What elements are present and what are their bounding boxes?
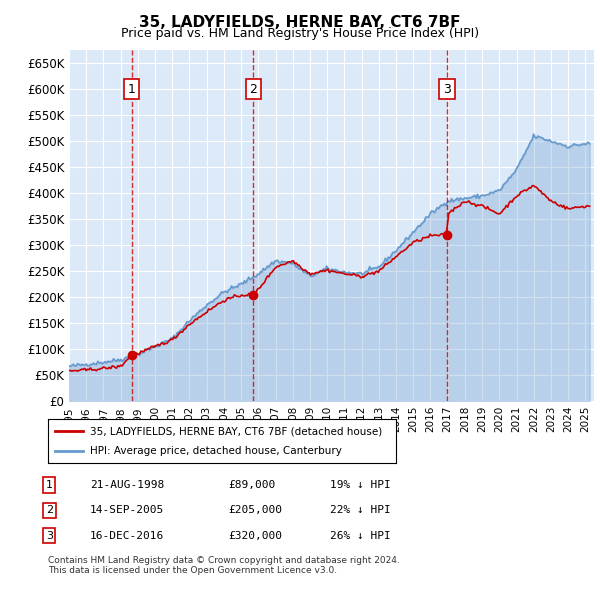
Text: 16-DEC-2016: 16-DEC-2016 (90, 531, 164, 540)
Text: 19% ↓ HPI: 19% ↓ HPI (330, 480, 391, 490)
Text: 1: 1 (46, 480, 53, 490)
Text: £89,000: £89,000 (228, 480, 275, 490)
Text: 2: 2 (46, 506, 53, 515)
Text: Contains HM Land Registry data © Crown copyright and database right 2024.
This d: Contains HM Land Registry data © Crown c… (48, 556, 400, 575)
Text: £320,000: £320,000 (228, 531, 282, 540)
Text: 26% ↓ HPI: 26% ↓ HPI (330, 531, 391, 540)
Text: 35, LADYFIELDS, HERNE BAY, CT6 7BF (detached house): 35, LADYFIELDS, HERNE BAY, CT6 7BF (deta… (90, 427, 382, 436)
Text: 3: 3 (46, 531, 53, 540)
Text: HPI: Average price, detached house, Canterbury: HPI: Average price, detached house, Cant… (90, 446, 341, 455)
Text: 35, LADYFIELDS, HERNE BAY, CT6 7BF: 35, LADYFIELDS, HERNE BAY, CT6 7BF (139, 15, 461, 30)
Text: 21-AUG-1998: 21-AUG-1998 (90, 480, 164, 490)
Text: £205,000: £205,000 (228, 506, 282, 515)
Text: 14-SEP-2005: 14-SEP-2005 (90, 506, 164, 515)
Text: 1: 1 (128, 83, 136, 96)
Text: 3: 3 (443, 83, 451, 96)
Text: Price paid vs. HM Land Registry's House Price Index (HPI): Price paid vs. HM Land Registry's House … (121, 27, 479, 40)
Text: 22% ↓ HPI: 22% ↓ HPI (330, 506, 391, 515)
Text: 2: 2 (250, 83, 257, 96)
